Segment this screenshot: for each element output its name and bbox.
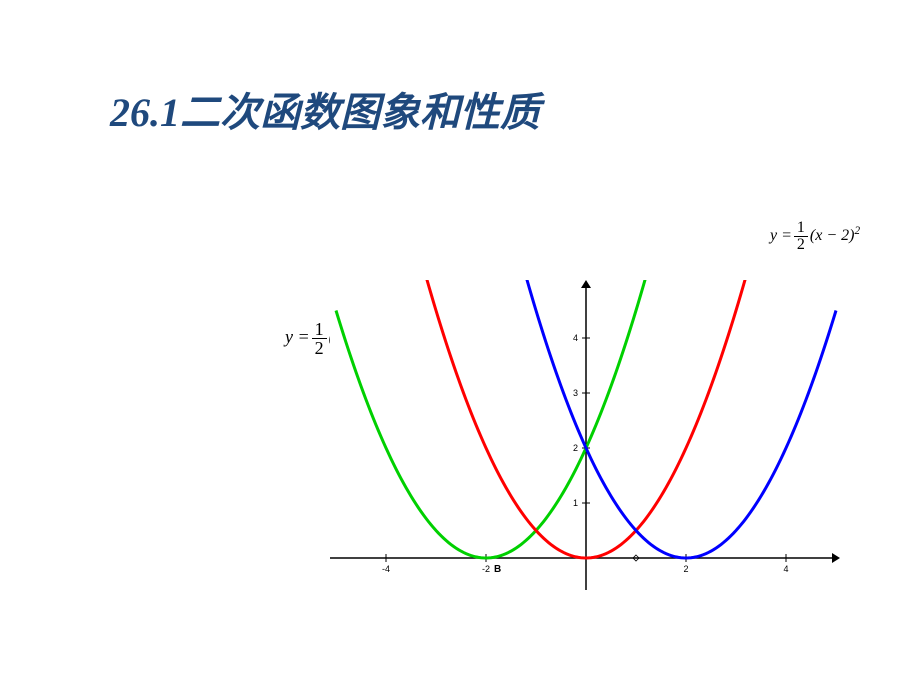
x-tick-label: 4 [783,564,788,574]
parabola-chart: -4 -2 2 4 1 2 3 4 B [330,280,840,590]
x-axis-arrow [832,553,840,563]
y-axis-arrow [581,280,591,288]
x-tick-label: 2 [683,564,688,574]
equation-right-shift: y =12(x − 2)2 [770,220,860,253]
y-tick-label: 3 [573,388,578,398]
y-tick-label: 2 [573,443,578,453]
y-tick-label: 1 [573,498,578,508]
point-b-label: B [494,564,501,575]
chart-svg: -4 -2 2 4 1 2 3 4 B [330,280,840,590]
page-title: 26.1二次函数图象和性质 [110,80,540,138]
x-tick-label: -2 [482,564,490,574]
y-tick-label: 4 [573,333,578,343]
x-tick-label: -4 [382,564,390,574]
